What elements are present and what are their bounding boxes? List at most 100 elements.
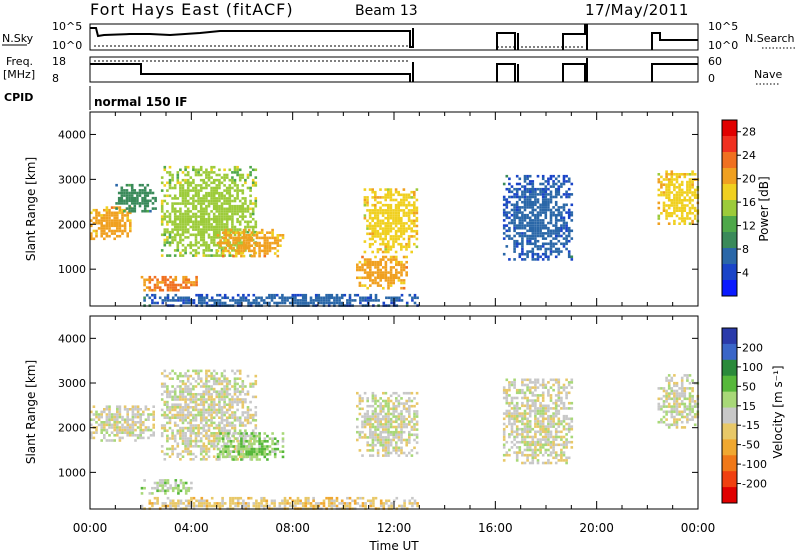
echo-cell-3 [173, 249, 177, 252]
echo-cell-6 [374, 279, 377, 282]
echo-cell-7 [299, 293, 302, 297]
echo-cell-4 [242, 228, 246, 232]
echo-cell-0 [90, 219, 93, 222]
echo-cell-2 [236, 416, 239, 419]
echo-cell-3 [240, 440, 243, 443]
echo-cell-4 [242, 239, 246, 242]
echo-cell-5 [330, 502, 334, 505]
echo-cell-2 [218, 406, 221, 409]
echo-cell-7 [361, 299, 365, 302]
echo-cell-9 [673, 193, 676, 197]
echo-cell-2 [241, 385, 245, 388]
echo-cell-0 [113, 221, 116, 225]
echo-cell-3 [253, 453, 256, 456]
echo-cell-5 [413, 201, 416, 204]
echo-cell-2 [173, 398, 177, 401]
echo-cell-4 [408, 410, 411, 413]
echo-cell-2 [179, 390, 182, 393]
echo-cell-6 [547, 417, 550, 421]
echo-cell-4 [258, 252, 261, 255]
echo-cell-4 [382, 436, 385, 439]
echo-cell-3 [181, 189, 185, 192]
echo-cell-6 [505, 425, 509, 428]
echo-cell-4 [382, 404, 385, 408]
echo-cell-6 [523, 425, 527, 428]
echo-cell-8 [562, 174, 566, 178]
echo-cell-4 [392, 415, 395, 418]
echo-cell-0 [116, 410, 119, 414]
echo-cell-4 [371, 417, 375, 421]
echo-cell-2 [199, 437, 203, 440]
echo-cell-3 [251, 181, 255, 185]
colorbar-block-8 [722, 248, 737, 265]
echo-cell-6 [374, 271, 377, 274]
echo-cell-3 [231, 181, 234, 185]
echo-cell-2 [199, 445, 203, 448]
echo-cell-5 [415, 237, 419, 241]
echo-cell-3 [244, 197, 247, 200]
echo-cell-9 [683, 217, 687, 220]
echo-cell-9 [670, 173, 674, 176]
echo-cell-1 [166, 486, 170, 490]
echo-cell-2 [181, 380, 185, 383]
echo-cell-3 [228, 168, 232, 172]
echo-cell-8 [528, 193, 532, 196]
echo-cell-8 [552, 174, 555, 178]
echo-cell-5 [223, 502, 227, 505]
echo-cell-3 [242, 447, 246, 451]
echo-cell-5 [208, 502, 211, 505]
echo-cell-2 [218, 380, 221, 383]
echo-cell-7 [374, 293, 378, 297]
echo-cell-4 [371, 399, 375, 403]
echo-cell-2 [210, 398, 213, 401]
echo-cell-8 [513, 193, 516, 196]
echo-cell-5 [413, 219, 416, 223]
echo-cell-3 [231, 223, 234, 226]
echo-cell-4 [247, 241, 251, 245]
echo-cell-0 [97, 415, 101, 419]
echo-cell-3 [168, 217, 172, 221]
echo-cell-3 [228, 197, 232, 200]
echo-cell-0 [100, 224, 103, 228]
echo-cell-0 [105, 439, 109, 442]
freq-panel: Freq. [MHz] 18 8 60 0 Nave [3, 55, 782, 85]
echo-cell-2 [184, 442, 187, 445]
echo-cell-3 [207, 204, 211, 208]
echo-cell-7 [166, 299, 170, 302]
echo-cell-5 [363, 201, 367, 204]
echo-cell-6 [513, 396, 516, 400]
echo-cell-7 [187, 299, 191, 302]
echo-cell-8 [505, 211, 509, 214]
echo-cell-5 [307, 499, 310, 503]
echo-cell-8 [541, 198, 545, 201]
echo-cell-6 [544, 386, 548, 389]
echo-cell-4 [369, 433, 372, 437]
echo-cell-3 [160, 176, 164, 179]
echo-cell-5 [415, 188, 419, 191]
echo-cell-3 [233, 243, 237, 247]
echo-cell-8 [536, 239, 540, 243]
echo-cell-0 [116, 421, 119, 424]
echo-cell-6 [505, 414, 509, 418]
echo-cell-9 [660, 191, 663, 194]
echo-cell-0 [126, 234, 129, 238]
echo-cell-7 [299, 299, 302, 302]
echo-cell-5 [394, 216, 398, 220]
echo-cell-9 [667, 199, 671, 202]
echo-cell-3 [223, 225, 226, 229]
echo-cell-2 [210, 439, 213, 443]
echo-cell-3 [225, 189, 229, 192]
echo-cell-3 [181, 243, 185, 247]
echo-cell-2 [233, 413, 237, 417]
echo-cell-3 [179, 202, 182, 205]
echo-cell-3 [189, 251, 193, 255]
echo-cell-2 [218, 455, 221, 458]
echo-cell-8 [554, 255, 558, 259]
echo-cell-8 [539, 255, 542, 259]
echo-cell-3 [266, 453, 269, 456]
echo-cell-8 [515, 206, 519, 209]
echo-cell-4 [384, 446, 388, 450]
echo-cell-9 [680, 219, 684, 223]
echo-cell-5 [366, 232, 369, 236]
echo-cell-3 [227, 434, 230, 438]
